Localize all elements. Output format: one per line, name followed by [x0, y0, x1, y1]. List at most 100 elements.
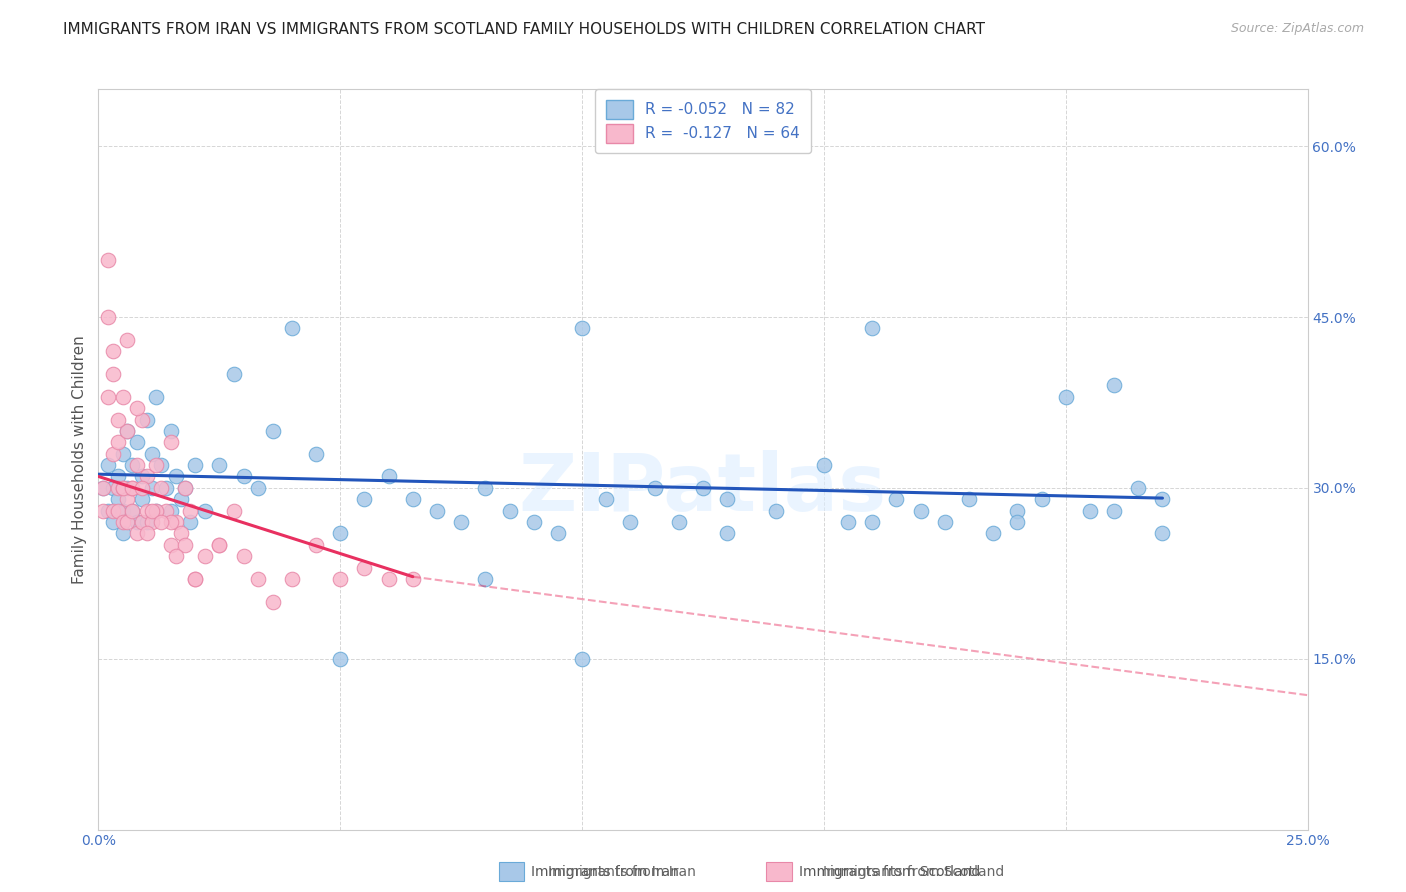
Point — [886, 492, 908, 507]
Point — [305, 538, 328, 552]
Text: ZIPatlas: ZIPatlas — [519, 450, 887, 528]
Point — [101, 367, 124, 381]
Point — [208, 538, 231, 552]
Text: Immigrants from Scotland: Immigrants from Scotland — [823, 864, 1004, 879]
Point — [121, 458, 143, 472]
Point — [160, 424, 183, 438]
Point — [150, 515, 173, 529]
Point — [131, 492, 153, 507]
Point — [107, 481, 129, 495]
Point — [353, 560, 375, 574]
Point — [160, 503, 183, 517]
Point — [1152, 492, 1174, 507]
Point — [1007, 515, 1029, 529]
Point — [1078, 503, 1101, 517]
Point — [981, 526, 1004, 541]
Point — [247, 481, 270, 495]
Point — [262, 595, 284, 609]
Point — [97, 458, 120, 472]
Point — [716, 526, 738, 541]
Point — [135, 469, 157, 483]
Point — [837, 515, 859, 529]
Point — [117, 492, 139, 507]
Bar — [499, 862, 524, 881]
Point — [111, 503, 134, 517]
Point — [127, 435, 149, 450]
Bar — [766, 862, 792, 881]
Point — [160, 538, 183, 552]
Point — [184, 572, 207, 586]
Point — [692, 481, 714, 495]
Point — [121, 503, 143, 517]
Point — [571, 321, 593, 335]
Point — [150, 458, 173, 472]
Point — [121, 503, 143, 517]
Text: Source: ZipAtlas.com: Source: ZipAtlas.com — [1230, 22, 1364, 36]
Point — [222, 503, 245, 517]
Point — [155, 481, 177, 495]
Point — [145, 458, 167, 472]
Point — [169, 526, 191, 541]
Point — [141, 503, 163, 517]
Point — [145, 503, 167, 517]
Point — [165, 469, 187, 483]
Point — [281, 572, 304, 586]
Point — [644, 481, 666, 495]
Point — [111, 515, 134, 529]
Point — [111, 526, 134, 541]
Point — [101, 447, 124, 461]
Point — [111, 390, 134, 404]
Point — [117, 515, 139, 529]
Point — [101, 503, 124, 517]
Point — [107, 435, 129, 450]
Point — [135, 526, 157, 541]
Point — [402, 492, 425, 507]
Point — [1128, 481, 1150, 495]
Point — [716, 492, 738, 507]
Point — [145, 503, 167, 517]
Point — [101, 481, 124, 495]
Point — [232, 469, 254, 483]
Point — [121, 481, 143, 495]
Point — [141, 515, 163, 529]
Point — [117, 333, 139, 347]
Point — [117, 424, 139, 438]
Point — [402, 572, 425, 586]
Point — [155, 503, 177, 517]
Point — [377, 572, 399, 586]
Point — [97, 253, 120, 268]
Text: Immigrants from Iran: Immigrants from Iran — [531, 865, 679, 880]
Point — [111, 481, 134, 495]
Point — [121, 481, 143, 495]
Point — [127, 401, 149, 416]
Point — [813, 458, 835, 472]
Point — [329, 526, 352, 541]
Point — [194, 503, 217, 517]
Point — [127, 458, 149, 472]
Point — [194, 549, 217, 564]
Point — [353, 492, 375, 507]
Point — [169, 492, 191, 507]
Point — [474, 481, 496, 495]
Text: Immigrants from Iran: Immigrants from Iran — [548, 864, 696, 879]
Point — [135, 503, 157, 517]
Point — [160, 435, 183, 450]
Point — [174, 538, 197, 552]
Point — [208, 538, 231, 552]
Point — [184, 572, 207, 586]
Point — [571, 651, 593, 665]
Point — [619, 515, 641, 529]
Point — [101, 515, 124, 529]
Point — [117, 424, 139, 438]
Point — [450, 515, 472, 529]
Point — [131, 481, 153, 495]
Point — [131, 469, 153, 483]
Point — [145, 390, 167, 404]
Point — [127, 526, 149, 541]
Point — [765, 503, 787, 517]
Point — [179, 515, 201, 529]
Point — [232, 549, 254, 564]
Point — [1007, 503, 1029, 517]
Point — [131, 412, 153, 426]
Point — [97, 390, 120, 404]
